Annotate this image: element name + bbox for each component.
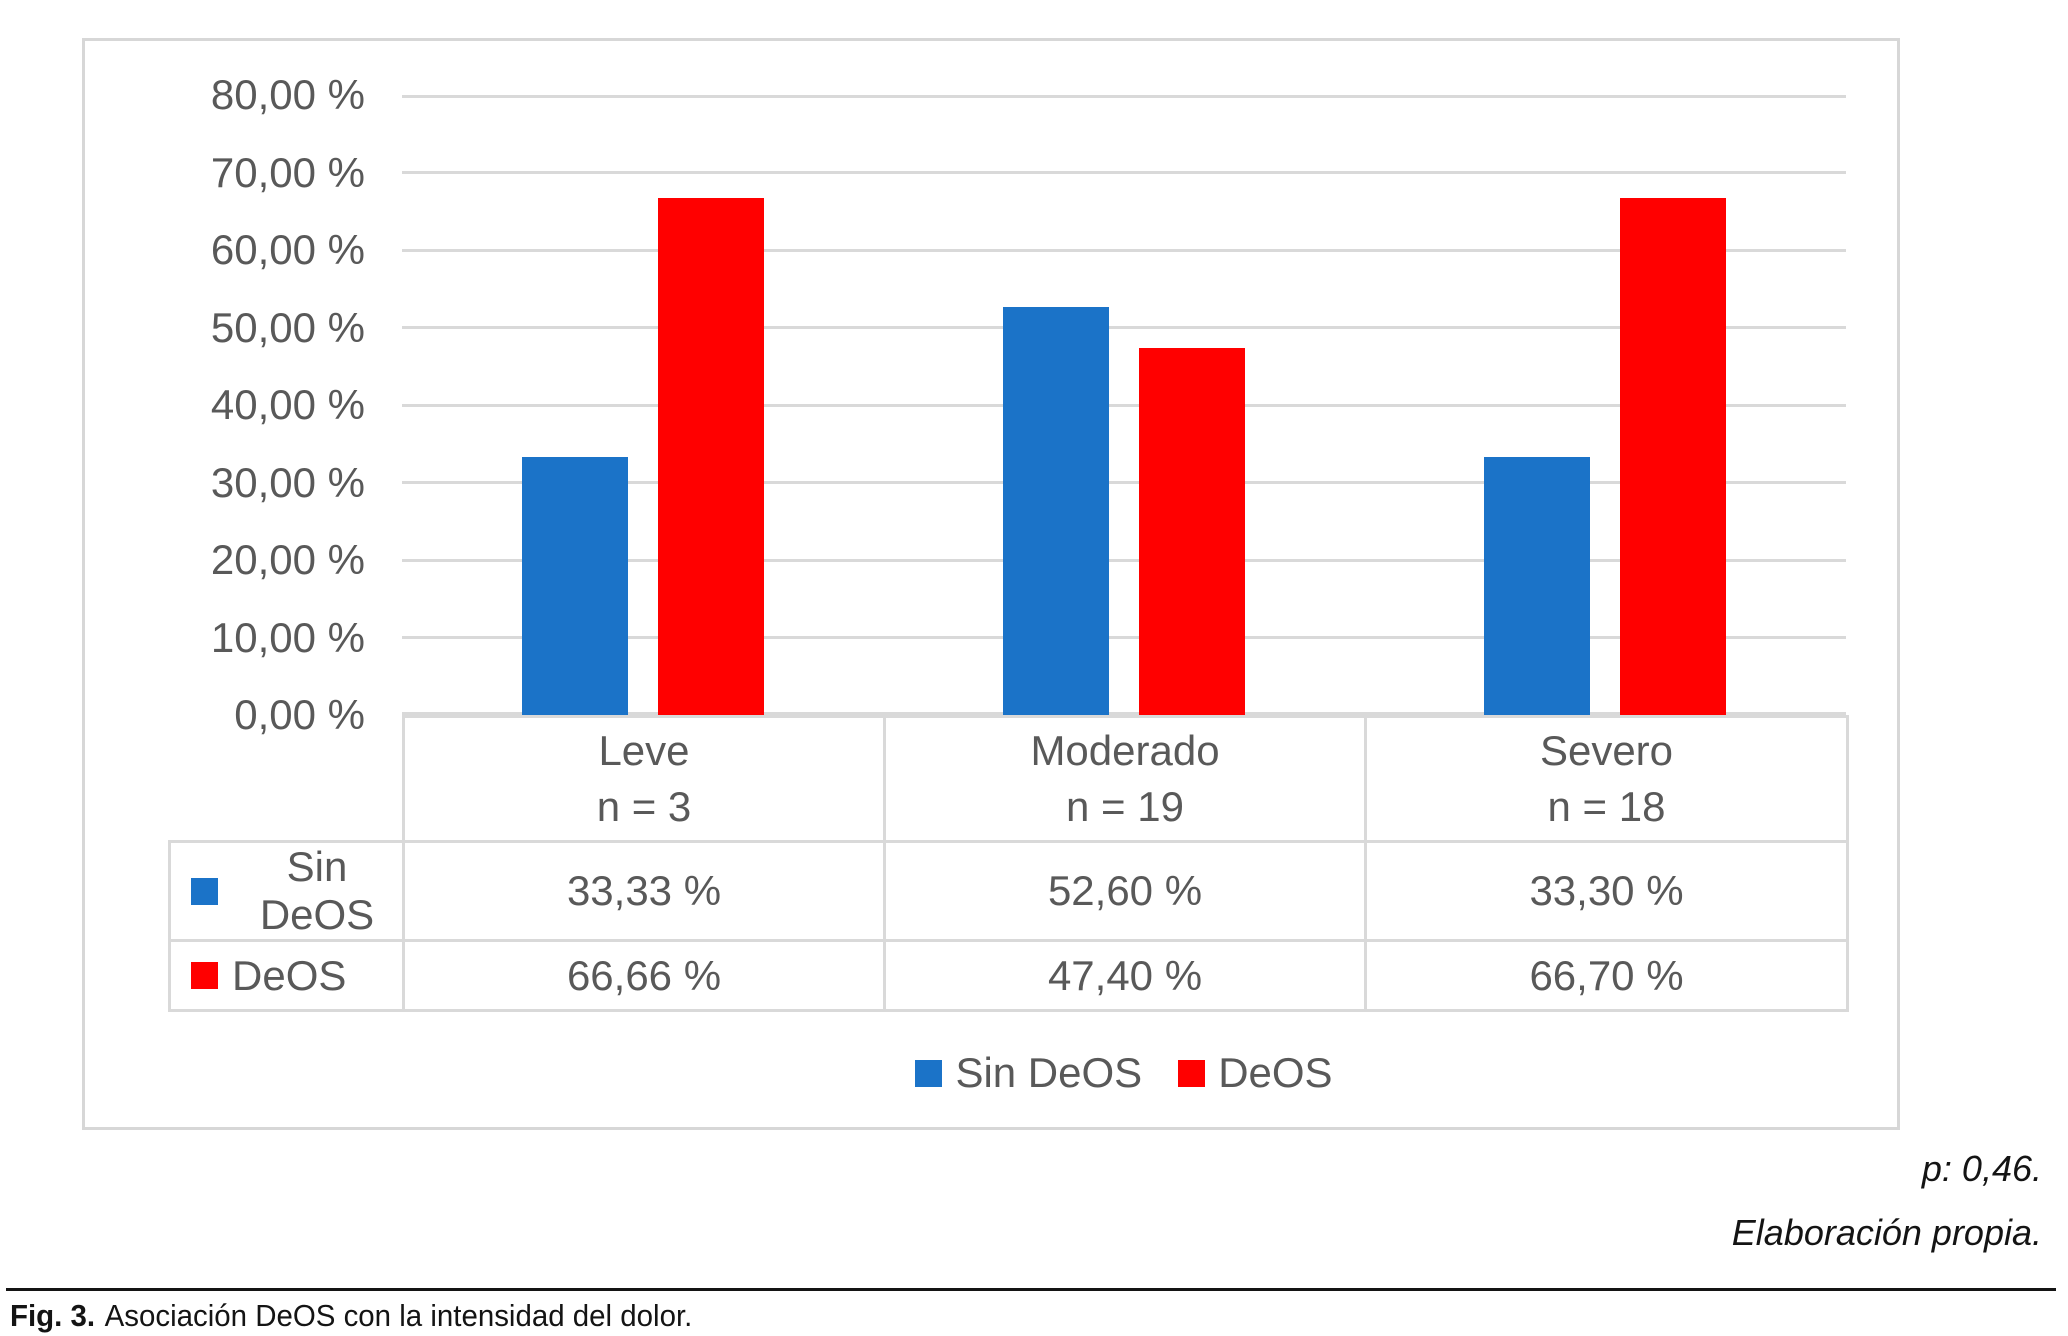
table-header-moderado: Moderado n = 19 [883, 715, 1367, 843]
table-row-deos: DeOS 66,66 % 47,40 % 66,70 % [168, 939, 1849, 1012]
gridline [402, 326, 1846, 329]
value-cell-sin-deos-moderado: 52,60 % [883, 840, 1367, 942]
bar-deos-severo [1620, 198, 1727, 715]
bar-sin-deos-moderado [1002, 307, 1109, 715]
x-axis-line [402, 712, 1846, 715]
table-row-sin-deos: Sin DeOS 33,33 % 52,60 % 33,30 % [168, 840, 1849, 942]
y-axis-tick-label: 20,00 % [210, 536, 365, 583]
caption-divider [6, 1288, 2056, 1291]
bar-groups [402, 95, 1846, 715]
bar-deos-moderado [1138, 348, 1245, 715]
y-axis-tick-label: 60,00 % [210, 226, 365, 273]
category-label: Leve [598, 727, 690, 774]
legend-label: Sin DeOS [955, 1049, 1143, 1096]
source-note: Elaboración propia. [1731, 1212, 2042, 1253]
series-key-deos: DeOS [168, 939, 405, 1012]
y-axis-tick-label: 70,00 % [210, 149, 365, 196]
caption-label: Fig. 3. [10, 1298, 96, 1333]
table-corner-spacer [170, 717, 404, 842]
bar-deos-leve [657, 198, 764, 715]
category-label: Moderado [1030, 727, 1220, 774]
value-cell-sin-deos-leve: 33,33 % [402, 840, 886, 942]
y-axis: 80,00 % 70,00 % 60,00 % 50,00 % 40,00 % … [85, 74, 365, 736]
gridline [402, 559, 1846, 562]
value-cell-deos-leve: 66,66 % [402, 939, 886, 1012]
legend-label: DeOS [1218, 1049, 1333, 1096]
gridline [402, 481, 1846, 484]
caption-text: Asociación DeOS con la intensidad del do… [104, 1298, 693, 1333]
y-axis-tick-label: 10,00 % [210, 614, 365, 661]
plot-area [402, 95, 1846, 715]
table-header-leve: Leve n = 3 [402, 715, 886, 843]
chart-figure-box: 80,00 % 70,00 % 60,00 % 50,00 % 40,00 % … [82, 38, 1900, 1130]
sin-deos-swatch-icon [915, 1059, 943, 1087]
bar-group-moderado [883, 95, 1364, 715]
deos-swatch-icon [191, 962, 218, 989]
figure-caption: Fig. 3. Asociación DeOS con la intensidad… [10, 1298, 728, 1334]
gridline [402, 249, 1846, 252]
series-name: DeOS [232, 951, 347, 999]
deos-swatch-icon [1178, 1059, 1206, 1087]
sin-deos-swatch-icon [191, 877, 218, 905]
category-count: n = 18 [1547, 783, 1666, 830]
category-count: n = 19 [1066, 783, 1184, 830]
series-key-sin-deos: Sin DeOS [168, 840, 405, 942]
gridline [402, 95, 1846, 98]
category-count: n = 3 [596, 783, 692, 830]
gridline [402, 636, 1846, 639]
legend-item-deos: DeOS [1178, 1049, 1333, 1097]
bar-sin-deos-severo [1484, 457, 1591, 715]
y-axis-tick-label: 50,00 % [210, 304, 365, 351]
series-name: Sin DeOS [259, 843, 375, 938]
bar-sin-deos-leve [521, 457, 628, 715]
y-axis-tick-label: 0,00 % [234, 691, 365, 738]
p-value-note: p: 0,46. [1921, 1148, 2042, 1189]
y-axis-tick-label: 80,00 % [210, 71, 365, 118]
value-cell-deos-moderado: 47,40 % [883, 939, 1367, 1012]
value-cell-deos-severo: 66,70 % [1364, 939, 1849, 1012]
legend: Sin DeOS DeOS [402, 1049, 1846, 1097]
value-cell-sin-deos-severo: 33,30 % [1364, 840, 1849, 942]
data-table: Leve n = 3 Moderado n = 19 Severo n = 18… [168, 715, 1849, 1012]
category-label: Severo [1539, 727, 1674, 774]
table-header-row: Leve n = 3 Moderado n = 19 Severo n = 18 [170, 715, 1849, 843]
y-axis-tick-label: 40,00 % [210, 381, 365, 428]
y-axis-tick-label: 30,00 % [210, 459, 365, 506]
gridline [402, 171, 1846, 174]
table-header-severo: Severo n = 18 [1364, 715, 1849, 843]
bar-group-leve [402, 95, 883, 715]
bar-group-severo [1365, 95, 1846, 715]
gridline [402, 404, 1846, 407]
legend-item-sin-deos: Sin DeOS [915, 1049, 1142, 1097]
